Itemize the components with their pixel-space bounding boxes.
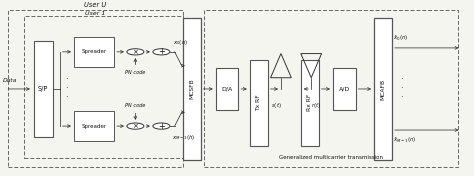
Text: User 1: User 1 [85,11,106,16]
Text: Tx RF: Tx RF [256,94,261,111]
Text: D/A: D/A [221,86,233,92]
Text: $\hat{x}_{M-1}(n)$: $\hat{x}_{M-1}(n)$ [393,135,417,145]
Text: ×: × [132,123,138,129]
FancyBboxPatch shape [250,60,268,146]
Text: S/P: S/P [38,86,48,92]
FancyBboxPatch shape [374,18,392,160]
Text: PN code: PN code [125,70,146,75]
Text: PN code: PN code [125,103,146,108]
FancyBboxPatch shape [333,68,356,110]
Text: Spreader: Spreader [82,49,107,54]
Text: Rx RF: Rx RF [307,94,312,111]
Text: $\hat{x}_0(n)$: $\hat{x}_0(n)$ [393,33,409,43]
Circle shape [153,49,170,55]
Circle shape [153,123,170,129]
Text: Spreader: Spreader [82,124,107,129]
Text: MCSFB: MCSFB [189,79,194,99]
Circle shape [127,49,144,55]
Text: ·
·
·: · · · [64,76,67,102]
FancyBboxPatch shape [34,41,53,137]
FancyBboxPatch shape [0,3,474,175]
Text: +: + [158,122,165,131]
Text: User U: User U [84,2,106,8]
FancyBboxPatch shape [182,18,201,160]
Text: MCAFB: MCAFB [381,78,385,100]
Text: $s(t)$: $s(t)$ [271,101,282,110]
Text: $x_{M-1}(h)$: $x_{M-1}(h)$ [172,133,195,142]
Text: +: + [158,47,165,56]
Text: ×: × [132,49,138,55]
Text: Generalized multicarrier transmission: Generalized multicarrier transmission [279,155,383,160]
FancyBboxPatch shape [74,111,114,141]
Text: $x_0(n)$: $x_0(n)$ [173,38,189,47]
Text: Data: Data [3,78,18,83]
FancyBboxPatch shape [216,68,238,110]
Circle shape [127,123,144,129]
Text: $r(t)$: $r(t)$ [311,101,321,110]
Text: ·
·
·: · · · [400,76,403,102]
FancyBboxPatch shape [74,37,114,67]
FancyBboxPatch shape [301,60,319,146]
Text: A/D: A/D [338,86,350,92]
